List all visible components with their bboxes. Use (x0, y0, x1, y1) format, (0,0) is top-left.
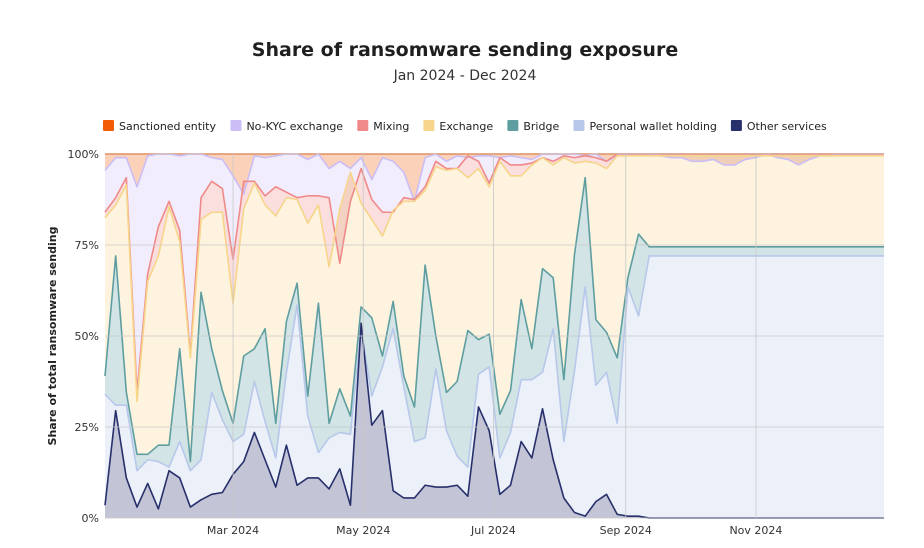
area-personal-wallet-holding (105, 255, 884, 519)
legend-swatch (423, 120, 435, 131)
x-tick-label: Jul 2024 (470, 524, 516, 537)
legend-item-no-kyc-exchange: No-KYC exchange (230, 120, 343, 133)
area-other-services (105, 323, 884, 518)
line-personal-wallet-holding (104, 255, 884, 472)
chart-title: Share of ransomware sending exposure (252, 39, 678, 61)
y-axis-ticks: 0% 25% 50% 75% 100% (68, 148, 99, 525)
legend-swatch (507, 120, 519, 131)
y-tick-label: 100% (68, 148, 99, 161)
legend-label: Other services (747, 120, 827, 133)
legend-item-bridge: Bridge (507, 120, 559, 133)
chart-grid (105, 153, 884, 519)
chart-legend: Sanctioned entity No-KYC exchange Mixing Ex… (102, 120, 827, 133)
legend-item-exchange: Exchange (423, 120, 493, 133)
line-no-kyc-exchange (104, 153, 884, 203)
legend-swatch (230, 120, 242, 131)
legend-swatch (102, 120, 114, 131)
legend-label: Bridge (523, 120, 559, 133)
y-tick-label: 0% (82, 512, 99, 525)
legend-item-personal-wallet-holding: Personal wallet holding (573, 120, 717, 133)
x-tick-label: Mar 2024 (207, 524, 259, 537)
area-bridge (105, 177, 884, 471)
y-tick-label: 75% (75, 239, 99, 252)
legend-swatch (573, 120, 585, 131)
legend-swatch (357, 120, 369, 131)
legend-swatch (730, 120, 742, 131)
y-tick-label: 50% (75, 330, 99, 343)
legend-label: Mixing (373, 120, 409, 133)
area-no-kyc-exchange (105, 154, 884, 393)
area-exchange (105, 155, 884, 462)
y-axis-label: Share of total ransomware sending (46, 227, 59, 446)
area-sanctioned-entity (105, 154, 884, 202)
legend-label: Personal wallet holding (589, 120, 716, 133)
chart-areas (104, 153, 884, 519)
legend-item-sanctioned-entity: Sanctioned entity (102, 120, 216, 133)
legend-item-mixing: Mixing (357, 120, 409, 133)
chart-subtitle: Jan 2024 - Dec 2024 (393, 68, 537, 84)
legend-label: Sanctioned entity (119, 120, 216, 133)
legend-label: No-KYC exchange (246, 120, 343, 133)
legend-label: Exchange (439, 120, 493, 133)
line-bridge (104, 176, 884, 463)
x-tick-label: Nov 2024 (729, 524, 782, 537)
x-tick-label: May 2024 (336, 524, 390, 537)
x-tick-label: Sep 2024 (600, 524, 652, 537)
x-axis-ticks: Mar 2024 May 2024 Jul 2024 Sep 2024 Nov 2024 (207, 524, 782, 537)
legend-item-other-services: Other services (730, 120, 827, 133)
y-tick-label: 25% (75, 421, 99, 434)
line-exchange (104, 155, 884, 403)
